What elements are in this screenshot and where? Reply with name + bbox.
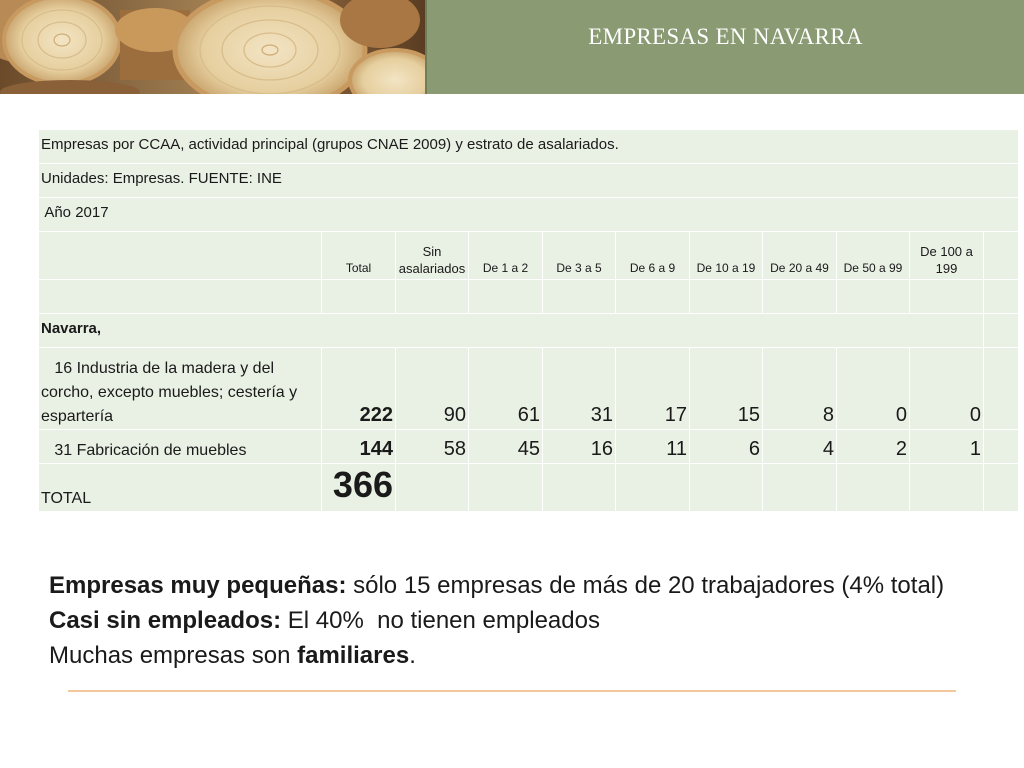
column-header-10-19: De 10 a 19 — [689, 231, 763, 280]
table-cell: 0 — [836, 347, 910, 430]
column-header-20-49: De 20 a 49 — [762, 231, 837, 280]
table-header-row: Total Sin asalariados De 1 a 2 De 3 a 5 … — [38, 231, 1020, 280]
table-cell: 90 — [395, 347, 469, 430]
summary-line-family: Muchas empresas son familiares. — [49, 642, 416, 669]
table-caption-source: Unidades: Empresas. FUENTE: INE — [37, 163, 1020, 198]
page-title: EMPRESAS EN NAVARRA — [588, 24, 863, 49]
column-header-3-5: De 3 a 5 — [542, 231, 616, 280]
column-header-100-199: De 100 a 199 — [909, 231, 984, 280]
column-header-total: Total — [321, 231, 396, 280]
table-total-row: TOTAL 366 — [38, 463, 1020, 512]
table-cell: 8 — [762, 347, 837, 430]
table-cell: 15 — [689, 347, 763, 430]
table-caption-year: Año 2017 — [37, 197, 1020, 232]
column-header-50-99: De 50 a 99 — [836, 231, 910, 280]
total-label: TOTAL — [38, 463, 322, 512]
table-caption-description: Empresas por CCAA, actividad principal (… — [37, 129, 1020, 164]
header-wood-image — [0, 0, 425, 94]
row-total-muebles: 144 — [321, 429, 396, 464]
table-cell: 11 — [615, 429, 690, 464]
table-cell: 58 — [395, 429, 469, 464]
wood-logs-illustration — [0, 0, 425, 94]
table-region-row: Navarra, — [38, 313, 1020, 348]
region-label: Navarra, — [38, 313, 984, 348]
table-cell: 17 — [615, 347, 690, 430]
table-cell: 6 — [689, 429, 763, 464]
table-cell: 0 — [909, 347, 984, 430]
table-cell: 4 — [762, 429, 837, 464]
companies-table: Empresas por CCAA, actividad principal (… — [37, 129, 1020, 512]
column-header-1-2: De 1 a 2 — [468, 231, 543, 280]
summary-text: Empresas muy pequeñas: sólo 15 empresas … — [49, 568, 1009, 673]
column-header-6-9: De 6 a 9 — [615, 231, 690, 280]
table-cell: 31 — [542, 347, 616, 430]
row-label-madera: 16 Industria de la madera y del corcho, … — [38, 347, 322, 430]
total-value: 366 — [321, 463, 396, 512]
header-extra-cell — [982, 231, 1020, 280]
header-empty-cell — [38, 231, 322, 280]
table-cell: 16 — [542, 429, 616, 464]
table-spacer-row — [38, 279, 1020, 314]
table-cell: 1 — [909, 429, 984, 464]
row-total-madera: 222 — [321, 347, 396, 430]
footer-divider — [68, 690, 956, 692]
header-title-bar: EMPRESAS EN NAVARRA — [425, 0, 1024, 94]
column-header-sin-asalariados: Sin asalariados — [395, 231, 469, 280]
summary-line-small-companies: Empresas muy pequeñas: sólo 15 empresas … — [49, 572, 945, 599]
table-cell: 45 — [468, 429, 543, 464]
row-label-muebles: 31 Fabricación de muebles — [38, 429, 322, 464]
summary-line-no-employees: Casi sin empleados: El 40% no tienen emp… — [49, 607, 600, 634]
table-cell: 2 — [836, 429, 910, 464]
table-row: 16 Industria de la madera y del corcho, … — [38, 347, 1020, 430]
table-row: 31 Fabricación de muebles 144 58 45 16 1… — [38, 429, 1020, 464]
table-cell: 61 — [468, 347, 543, 430]
